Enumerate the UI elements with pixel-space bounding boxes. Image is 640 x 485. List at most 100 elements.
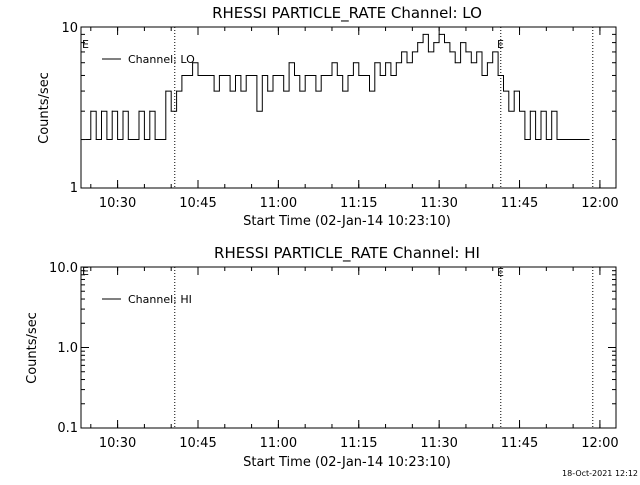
lo-data-point	[224, 74, 226, 76]
lo-series-line	[85, 33, 590, 140]
lo-data-point	[524, 139, 526, 141]
lo-data-point	[385, 62, 387, 64]
lo-vlines	[174, 27, 594, 188]
lo-data-point	[288, 62, 290, 64]
lo-data-point	[143, 139, 145, 141]
lo-data-point	[433, 42, 435, 44]
lo-data-point	[336, 74, 338, 76]
lo-data-point	[213, 90, 215, 92]
lo-data-point	[277, 74, 279, 76]
lo-data-point	[352, 62, 354, 64]
lo-data-point	[529, 110, 531, 112]
lo-eclipse-mark-1: E	[82, 38, 89, 51]
lo-data-point	[427, 51, 429, 53]
lo-data-point	[411, 51, 413, 53]
lo-data-point	[170, 110, 172, 112]
lo-data-point	[519, 110, 521, 112]
x-tick-label: 11:00	[260, 196, 297, 211]
lo-data-point	[486, 62, 488, 64]
lo-data-point	[127, 139, 129, 141]
lo-data-point	[438, 33, 440, 35]
lo-data-point	[181, 74, 183, 76]
lo-data-point	[342, 90, 344, 92]
x-tick-label: 10:45	[179, 196, 216, 211]
lo-data-point	[149, 110, 151, 112]
hi-xlabel: Start Time (02-Jan-14 10:23:10)	[243, 455, 451, 470]
lo-data-point	[310, 74, 312, 76]
lo-data-point	[122, 110, 124, 112]
lo-data-point	[422, 33, 424, 35]
lo-data-point	[390, 74, 392, 76]
lo-data-point	[545, 139, 547, 141]
hi-vlines	[174, 267, 594, 428]
lo-data-point	[347, 74, 349, 76]
lo-data-point	[406, 62, 408, 64]
lo-data-point	[502, 90, 504, 92]
x-tick-label: 11:30	[420, 196, 457, 211]
lo-data-point	[138, 110, 140, 112]
lo-data-point	[106, 139, 108, 141]
hi-title: RHESSI PARTICLE_RATE Channel: HI	[214, 244, 480, 263]
lo-data-point	[481, 74, 483, 76]
lo-data-point	[320, 74, 322, 76]
panel-lo: RHESSI PARTICLE_RATE Channel: LO Counts/…	[37, 4, 619, 229]
panel-hi: RHESSI PARTICLE_RATE Channel: HI Counts/…	[25, 244, 619, 470]
lo-legend-label: Channel: LO	[128, 53, 195, 66]
lo-data-point	[117, 139, 119, 141]
lo-data-point	[101, 110, 103, 112]
lo-data-point	[577, 139, 579, 141]
x-tick-label: 11:30	[420, 436, 457, 451]
lo-data-point	[572, 139, 574, 141]
lo-data-point	[583, 139, 585, 141]
lo-data-point	[444, 42, 446, 44]
lo-data-point	[261, 74, 263, 76]
lo-data-point	[304, 74, 306, 76]
x-tick-label: 12:00	[581, 196, 618, 211]
lo-data-point	[133, 139, 135, 141]
hi-ytick-label-1: 1.0	[57, 341, 78, 356]
x-tick-label: 11:45	[501, 196, 538, 211]
lo-xlabel: Start Time (02-Jan-14 10:23:10)	[243, 214, 451, 229]
lo-data-point	[465, 51, 467, 53]
lo-title: RHESSI PARTICLE_RATE Channel: LO	[212, 4, 482, 23]
lo-data-point	[395, 62, 397, 64]
lo-data-point	[326, 74, 328, 76]
lo-data-point	[90, 110, 92, 112]
x-tick-label: 10:30	[99, 196, 136, 211]
lo-data-point	[374, 62, 376, 64]
hi-plot-frame	[80, 266, 617, 429]
lo-data-point	[84, 139, 86, 141]
lo-data-point	[283, 90, 285, 92]
lo-data-point	[358, 74, 360, 76]
lo-data-point	[165, 90, 167, 92]
lo-data-point	[229, 90, 231, 92]
lo-data-point	[95, 139, 97, 141]
lo-data-point	[331, 62, 333, 64]
lo-ylabel: Counts/sec	[37, 72, 52, 144]
lo-data-point	[293, 74, 295, 76]
hi-axes: 10:30 10:45 11:00 11:15 11:30 11:45 12:00	[81, 267, 619, 451]
x-tick-label: 11:15	[340, 436, 377, 451]
lo-data-point	[492, 51, 494, 53]
lo-data-point	[251, 74, 253, 76]
lo-data-point	[449, 51, 451, 53]
hi-eclipse-mark-1: E	[82, 265, 89, 278]
lo-data-point	[208, 74, 210, 76]
x-tick-label: 11:15	[340, 196, 377, 211]
lo-plot-frame	[80, 26, 617, 189]
hi-ylabel: Counts/sec	[25, 312, 40, 384]
lo-data-point	[218, 74, 220, 76]
lo-data-point	[111, 110, 113, 112]
lo-data-point	[567, 139, 569, 141]
lo-data-point	[186, 74, 188, 76]
lo-data-point	[176, 90, 178, 92]
lo-series	[84, 33, 590, 141]
hi-legend-label: Channel: HI	[128, 293, 192, 306]
lo-data-point	[540, 110, 542, 112]
lo-data-point	[267, 90, 269, 92]
lo-data-point	[299, 90, 301, 92]
lo-data-point	[379, 74, 381, 76]
lo-data-point	[235, 74, 237, 76]
lo-data-point	[497, 74, 499, 76]
